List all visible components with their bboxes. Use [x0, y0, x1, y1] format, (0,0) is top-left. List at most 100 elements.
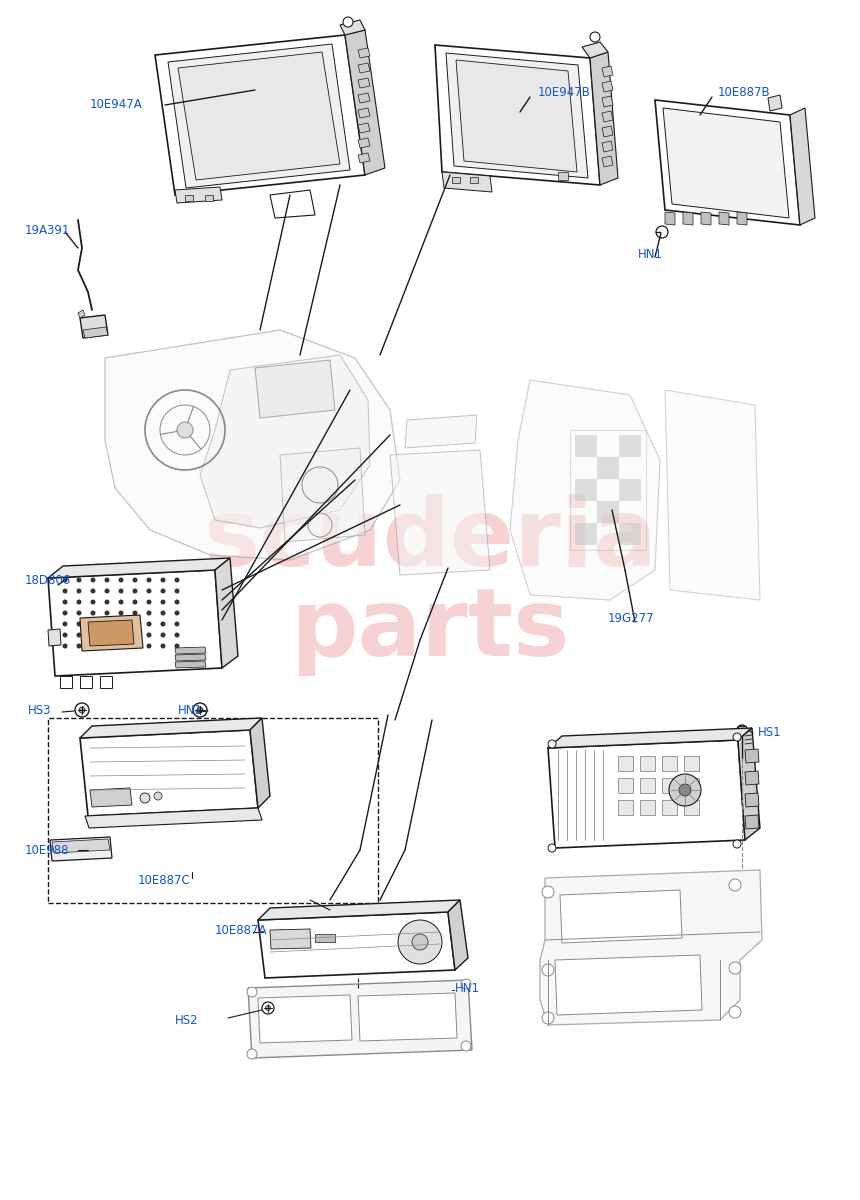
Bar	[618, 778, 633, 793]
Text: 10E988: 10E988	[25, 844, 70, 857]
Polygon shape	[597, 457, 619, 479]
Circle shape	[90, 611, 95, 616]
Polygon shape	[100, 676, 112, 688]
Polygon shape	[719, 212, 729, 226]
Polygon shape	[619, 523, 641, 545]
Polygon shape	[358, 108, 370, 118]
Circle shape	[146, 632, 151, 637]
Circle shape	[77, 600, 82, 605]
Circle shape	[90, 588, 95, 594]
Polygon shape	[575, 479, 597, 502]
Circle shape	[175, 632, 180, 637]
Circle shape	[77, 611, 82, 616]
Polygon shape	[80, 676, 92, 688]
Bar	[618, 756, 633, 770]
Circle shape	[175, 577, 180, 582]
Text: HN1: HN1	[638, 248, 663, 262]
Circle shape	[175, 611, 180, 616]
Polygon shape	[510, 380, 660, 600]
Circle shape	[729, 878, 741, 890]
Polygon shape	[358, 152, 370, 163]
Bar	[558, 172, 568, 180]
Polygon shape	[602, 80, 613, 92]
Polygon shape	[575, 434, 597, 457]
Polygon shape	[52, 839, 110, 853]
Bar	[662, 778, 677, 793]
Circle shape	[105, 588, 109, 594]
Polygon shape	[665, 212, 675, 226]
Circle shape	[63, 588, 67, 594]
Polygon shape	[358, 92, 370, 103]
Circle shape	[590, 32, 600, 42]
Polygon shape	[248, 980, 472, 1058]
Polygon shape	[555, 955, 702, 1015]
Polygon shape	[358, 138, 370, 148]
Circle shape	[197, 707, 203, 713]
Circle shape	[175, 600, 180, 605]
Circle shape	[119, 643, 124, 648]
Circle shape	[398, 920, 442, 964]
Text: 10E887C: 10E887C	[138, 874, 191, 887]
Polygon shape	[602, 96, 613, 107]
Circle shape	[90, 632, 95, 637]
Circle shape	[161, 643, 165, 648]
Polygon shape	[258, 912, 455, 978]
Circle shape	[77, 588, 82, 594]
Polygon shape	[315, 934, 335, 942]
Circle shape	[105, 632, 109, 637]
Polygon shape	[88, 620, 134, 646]
Circle shape	[733, 840, 741, 848]
Bar	[185, 194, 193, 200]
Polygon shape	[602, 140, 613, 152]
Bar	[452, 176, 460, 182]
Polygon shape	[456, 60, 577, 172]
Polygon shape	[48, 570, 222, 676]
Polygon shape	[250, 718, 270, 808]
Polygon shape	[590, 52, 618, 185]
Bar	[640, 778, 655, 793]
Circle shape	[177, 422, 193, 438]
Circle shape	[63, 622, 67, 626]
Polygon shape	[738, 726, 746, 733]
Bar	[662, 800, 677, 815]
Polygon shape	[737, 212, 747, 226]
Circle shape	[193, 703, 207, 716]
Polygon shape	[446, 53, 588, 178]
Polygon shape	[602, 110, 613, 122]
Circle shape	[175, 643, 180, 648]
Circle shape	[161, 632, 165, 637]
Circle shape	[140, 793, 150, 803]
Polygon shape	[280, 448, 365, 542]
Polygon shape	[255, 360, 335, 418]
Circle shape	[175, 622, 180, 626]
Polygon shape	[48, 558, 230, 578]
Polygon shape	[738, 728, 760, 840]
Bar	[640, 800, 655, 815]
Polygon shape	[745, 793, 759, 806]
Polygon shape	[602, 156, 613, 167]
Polygon shape	[358, 62, 370, 73]
Circle shape	[175, 588, 180, 594]
Polygon shape	[358, 994, 457, 1040]
Polygon shape	[258, 900, 460, 920]
Text: HS3: HS3	[28, 703, 52, 716]
Circle shape	[105, 622, 109, 626]
Text: 10E887A: 10E887A	[215, 924, 267, 936]
Circle shape	[119, 622, 124, 626]
Circle shape	[161, 588, 165, 594]
Circle shape	[79, 707, 85, 713]
Polygon shape	[619, 434, 641, 457]
Polygon shape	[80, 718, 262, 738]
Text: 19G277: 19G277	[608, 612, 654, 624]
Circle shape	[154, 792, 162, 800]
Polygon shape	[448, 900, 468, 970]
Polygon shape	[663, 108, 789, 218]
Circle shape	[63, 632, 67, 637]
Circle shape	[733, 733, 741, 740]
Text: 19A391: 19A391	[25, 223, 71, 236]
Circle shape	[737, 725, 747, 734]
Polygon shape	[790, 108, 815, 226]
Circle shape	[90, 577, 95, 582]
Circle shape	[77, 622, 82, 626]
Text: HS2: HS2	[175, 1014, 199, 1026]
